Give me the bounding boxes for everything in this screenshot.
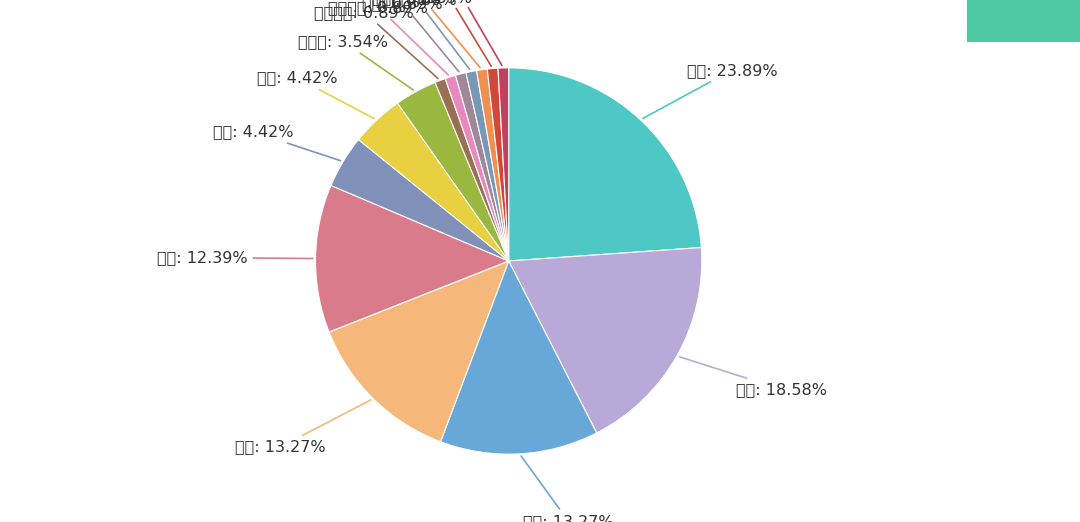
Wedge shape <box>329 261 509 442</box>
Text: dj: 0.89%: dj: 0.89% <box>410 0 491 66</box>
Text: 音效: 4.42%: 音效: 4.42% <box>214 124 340 161</box>
Wedge shape <box>476 69 509 261</box>
Text: 滑稽: 13.27%: 滑稽: 13.27% <box>522 456 613 522</box>
Wedge shape <box>465 70 509 261</box>
Text: 嘻哈: 13.27%: 嘻哈: 13.27% <box>235 400 370 455</box>
Text: 视频音乐: 0.89%: 视频音乐: 0.89% <box>314 5 438 79</box>
Text: 活力: 4.42%: 活力: 4.42% <box>257 70 375 118</box>
Text: 萌宠: 0.89%: 萌宠: 0.89% <box>362 0 459 72</box>
Wedge shape <box>487 68 509 261</box>
Text: 实验音乐: 0.89%: 实验音乐: 0.89% <box>372 0 481 67</box>
Text: 纯色场景: 0.89%: 纯色场景: 0.89% <box>328 0 448 75</box>
Text: 忧伤: 0.89%: 忧伤: 0.89% <box>377 0 470 69</box>
Wedge shape <box>397 82 509 261</box>
Wedge shape <box>498 68 509 261</box>
Wedge shape <box>315 185 509 332</box>
Wedge shape <box>509 247 702 433</box>
Text: 可爱: 18.58%: 可爱: 18.58% <box>679 357 827 397</box>
Text: 心情: 23.89%: 心情: 23.89% <box>643 63 778 118</box>
Wedge shape <box>509 68 701 261</box>
Wedge shape <box>445 75 509 261</box>
Wedge shape <box>330 139 509 261</box>
Wedge shape <box>435 79 509 261</box>
Wedge shape <box>456 73 509 261</box>
Text: 童谣: 12.39%: 童谣: 12.39% <box>157 250 313 265</box>
Wedge shape <box>359 103 509 261</box>
Wedge shape <box>441 261 596 454</box>
Text: 中国风: 3.54%: 中国风: 3.54% <box>298 34 414 90</box>
Text: 流行: 0.88%: 流行: 0.88% <box>420 0 502 66</box>
